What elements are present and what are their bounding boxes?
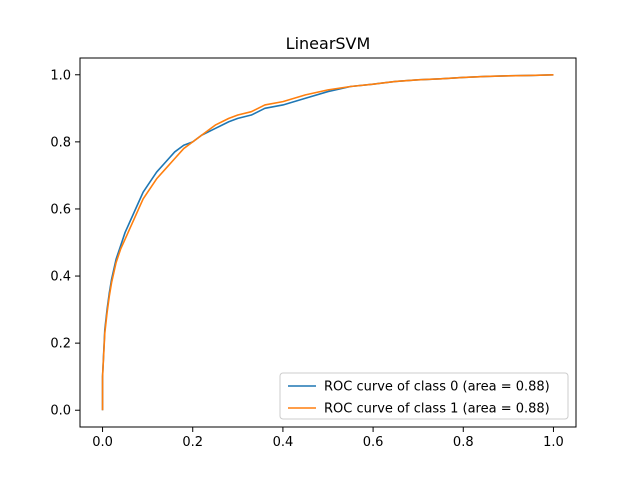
x-tick-label: 0.2 xyxy=(182,435,203,450)
x-tick-label: 0.6 xyxy=(363,435,384,450)
x-tick-label: 0.4 xyxy=(273,435,294,450)
legend-label-class-0: ROC curve of class 0 (area = 0.88) xyxy=(324,380,550,395)
plot-background xyxy=(80,58,576,427)
series-line-class-1 xyxy=(101,73,554,411)
x-tick-label: 1.0 xyxy=(543,435,564,450)
chart-title: LinearSVM xyxy=(286,34,371,53)
series-group xyxy=(101,73,554,411)
plot-area xyxy=(80,58,576,427)
legend-label-class-1: ROC curve of class 1 (area = 0.88) xyxy=(324,402,550,417)
legend-box xyxy=(279,372,569,420)
x-tick-label: 0.0 xyxy=(92,435,113,450)
legend: ROC curve of class 0 (area = 0.88) ROC cu… xyxy=(279,372,569,420)
y-tick-label: 0.0 xyxy=(50,404,71,419)
y-tick-label: 0.6 xyxy=(50,202,71,217)
x-tick-label: 0.8 xyxy=(453,435,474,450)
axes-group: 0.0 0.2 0.4 0.6 0.8 1.0 0.0 0.2 0.4 0.6 0.8 1.0 xyxy=(50,57,577,450)
axes-frame xyxy=(79,57,577,428)
y-tick-label: 1.0 xyxy=(50,68,71,83)
y-tick-label: 0.4 xyxy=(50,270,71,285)
y-tick-label: 0.2 xyxy=(50,337,71,352)
y-tick-label: 0.8 xyxy=(50,135,71,150)
